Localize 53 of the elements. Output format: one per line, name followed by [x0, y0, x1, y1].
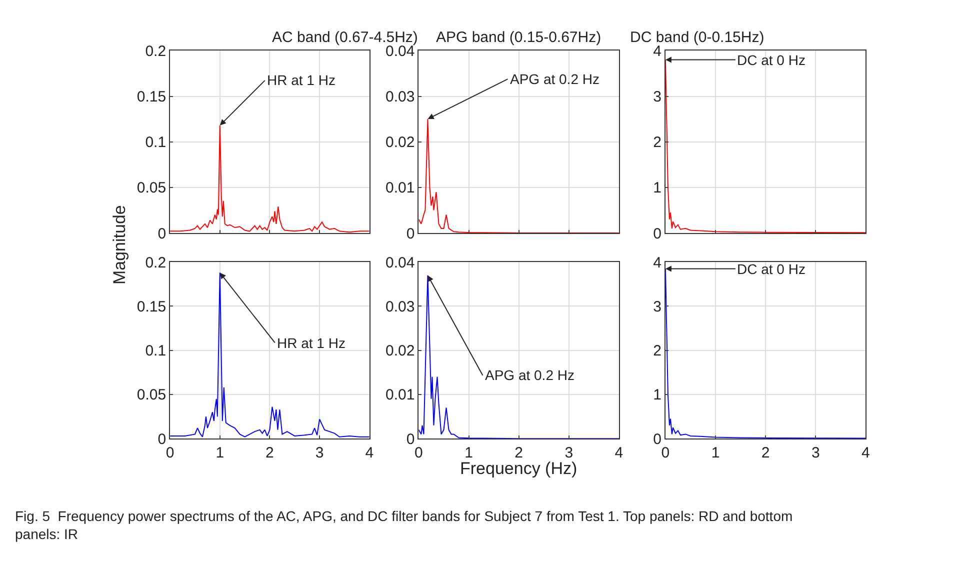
x-tick-label: 1: [711, 444, 720, 462]
annotation: APG at 0.2 Hz: [510, 71, 600, 87]
line-series: [418, 274, 619, 439]
y-tick-label: 3: [653, 298, 662, 316]
y-tick-label: 4: [653, 254, 662, 272]
y-tick-label: 0.03: [386, 298, 415, 316]
x-tick-label: 4: [862, 444, 870, 462]
y-tick-label: 0.05: [136, 386, 166, 404]
x-tick-label: 1: [464, 444, 473, 462]
y-tick-label: 0.01: [386, 386, 415, 404]
y-tick-label: 0.04: [386, 254, 415, 272]
x-tick-label: 3: [811, 444, 820, 462]
y-tick-label: 0.2: [145, 254, 166, 272]
y-tick-label: 0.02: [386, 134, 415, 152]
y-tick-label: 0.1: [145, 342, 166, 360]
y-tick-label: 2: [653, 342, 662, 360]
y-tick-label: 0: [406, 225, 415, 242]
y-tick-label: 0.05: [136, 180, 166, 197]
annotation: APG at 0.2 Hz: [485, 367, 574, 383]
y-tick-label: 0.03: [386, 88, 415, 106]
x-tick-label: 2: [266, 444, 274, 462]
x-tick-label: 3: [315, 444, 324, 462]
y-tick-label: 0.15: [136, 298, 166, 316]
y-axis-title: Magnitude: [110, 205, 130, 285]
annotation: DC at 0 Hz: [737, 52, 806, 68]
x-tick-label: 1: [216, 444, 224, 462]
annotation: DC at 0 Hz: [737, 261, 806, 277]
y-tick-label: 3: [653, 88, 662, 106]
chart-title: APG band (0.15-0.67Hz): [436, 29, 602, 46]
chart-title: AC band (0.67-4.5Hz): [272, 29, 418, 46]
y-tick-label: 0.2: [145, 42, 166, 60]
annotation: HR at 1 Hz: [267, 72, 336, 88]
x-tick-label: 3: [564, 444, 574, 462]
x-tick-label: 2: [514, 444, 524, 462]
y-tick-label: 0.02: [386, 342, 415, 360]
y-tick-label: 2: [653, 134, 662, 152]
caption: Fig. 5 Frequency power spectrums of the AC, APG, and DC filter bands for Subject 7 from Test 1. Top panels: RD and bottom panels: IR: [15, 508, 793, 542]
y-tick-label: 1: [653, 386, 662, 404]
y-tick-label: 0: [158, 225, 166, 242]
y-tick-label: 0.01: [386, 180, 415, 197]
x-tick-label: 2: [761, 444, 770, 462]
x-axis-title: Frequency (Hz): [460, 459, 578, 478]
y-tick-label: 0: [653, 430, 662, 448]
y-tick-label: 0: [406, 430, 415, 448]
y-tick-label: 0: [158, 430, 166, 448]
y-tick-label: 0.1: [145, 134, 166, 152]
line-series: [170, 272, 370, 438]
annotation: HR at 1 Hz: [277, 335, 346, 351]
y-tick-label: 1: [653, 180, 662, 197]
y-tick-label: 0: [653, 225, 662, 242]
x-tick-label: 4: [365, 444, 374, 462]
y-tick-label: 0.15: [136, 88, 166, 106]
x-tick-label: 4: [614, 444, 624, 462]
